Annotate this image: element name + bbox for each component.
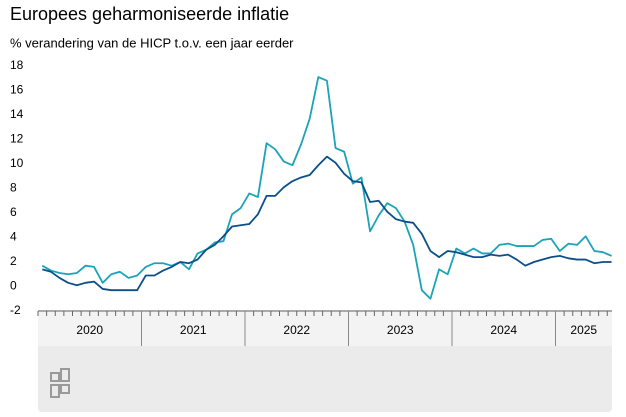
- y-tick-label: 4: [10, 230, 17, 244]
- y-tick-label: 0: [10, 279, 17, 293]
- series-line: [41, 76, 612, 300]
- logo: [50, 368, 70, 398]
- y-tick-label: 16: [10, 83, 24, 97]
- x-tick-label: 2024: [490, 323, 517, 337]
- y-tick-label: 10: [10, 156, 24, 170]
- y-tick-label: 12: [10, 132, 24, 146]
- year-band: [38, 312, 612, 346]
- series-line: [42, 155, 612, 292]
- y-tick-label: 14: [10, 107, 24, 121]
- x-tick-label: 2021: [180, 323, 207, 337]
- y-tick-label: 6: [10, 205, 17, 219]
- y-tick-label: 2: [10, 254, 17, 268]
- x-tick-label: 2025: [570, 323, 597, 337]
- chart-title: Europees geharmoniseerde inflatie: [10, 4, 289, 24]
- y-tick-label: 18: [10, 58, 24, 72]
- chart-subtitle: % verandering van de HICP t.o.v. een jaa…: [10, 35, 294, 50]
- x-tick-label: 2022: [283, 323, 310, 337]
- y-tick-label: 8: [10, 181, 17, 195]
- x-tick-label: 2023: [387, 323, 414, 337]
- y-tick-label: -2: [10, 303, 21, 317]
- x-tick-label: 2020: [76, 323, 103, 337]
